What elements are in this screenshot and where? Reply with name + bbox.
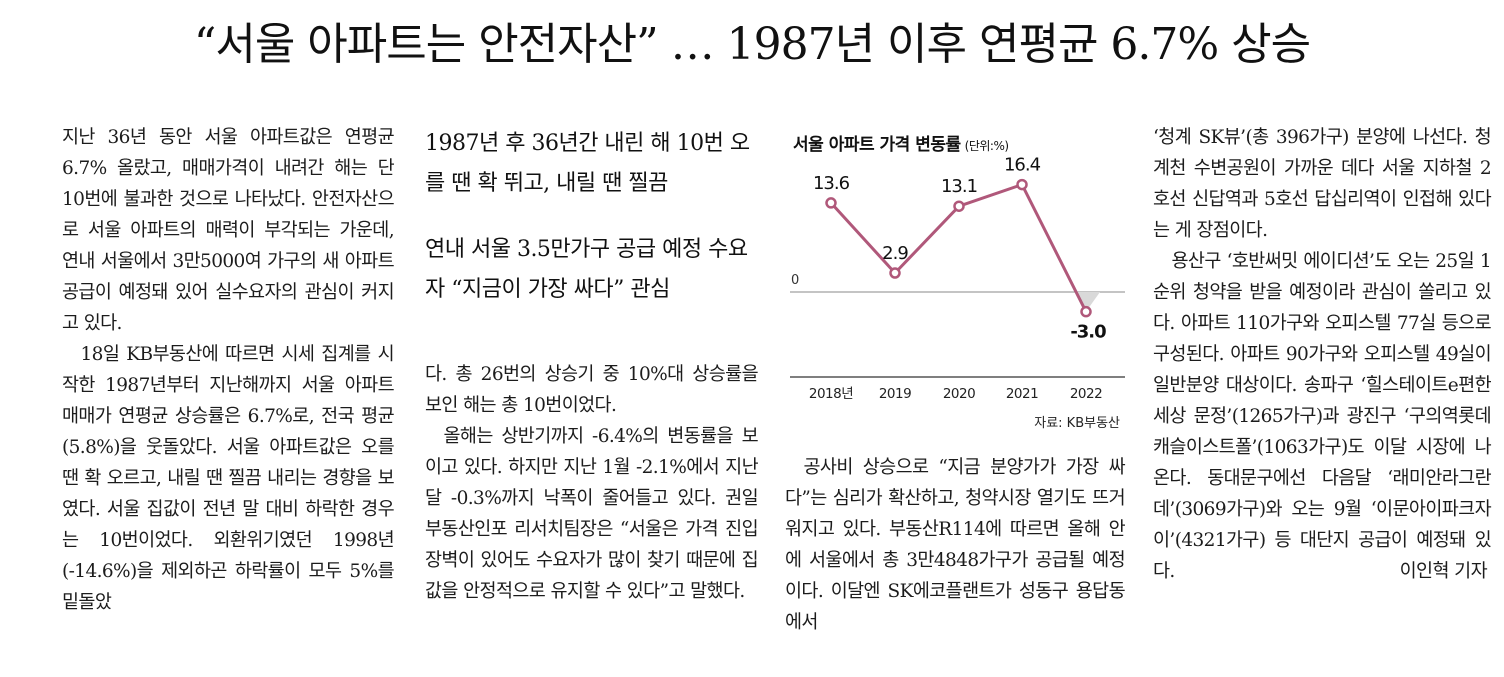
chart-source: 자료: KB부동산 — [1034, 416, 1120, 431]
chart-data-point — [1016, 178, 1028, 191]
paragraph: 올해는 상반기까지 -6.4%의 변동률을 보이고 있다. 하지만 지난 1월 … — [425, 426, 759, 602]
chart-tick-label: 2022 — [1070, 386, 1102, 402]
subheading-2: 연내 서울 3.5만가구 공급 예정 수요자 “지금이 가장 싸다” 관심 — [425, 237, 748, 302]
paragraph: 지난 36년 동안 서울 아파트값은 연평균 6.7% 올랐고, 매매가격이 내… — [62, 127, 395, 334]
paragraph: 18일 KB부동산에 따르면 시세 집계를 시작한 1987년부터 지난해까지 … — [62, 344, 395, 613]
chart-tick-label: 2018년 — [809, 386, 853, 402]
chart-data-label: 13.6 — [813, 173, 850, 194]
chart-data-label: -3.0 — [1070, 322, 1106, 343]
byline: 이인혁 기자 — [1399, 561, 1488, 582]
chart-data-label: 2.9 — [882, 243, 908, 264]
paragraph: 용산구 ‘호반써밋 에이디션’도 오는 25일 1순위 청약을 받을 예정이라 … — [1153, 246, 1492, 587]
article-column-2: 다. 총 26번의 상승기 중 10%대 상승률을 보인 해는 총 10번이었다… — [425, 359, 759, 607]
chart-tick-label: 2019 — [879, 386, 911, 402]
paragraph: 공사비 상승으로 “지금 분양가가 가장 싸다”는 심리가 확산하고, 청약시장… — [785, 457, 1126, 633]
chart-zero-label: 0 — [791, 273, 799, 288]
paragraph: ‘청계 SK뷰’(총 396가구) 분양에 나선다. 청계천 수변공원이 가까운… — [1153, 127, 1492, 241]
article-column-4: ‘청계 SK뷰’(총 396가구) 분양에 나선다. 청계천 수변공원이 가까운… — [1153, 122, 1492, 587]
chart-tick-label: 2020 — [943, 386, 975, 402]
chart-unit: (단위:%) — [964, 139, 1009, 153]
chart-data-point — [889, 267, 901, 279]
chart-title-text: 서울 아파트 가격 변동률 — [793, 135, 961, 155]
chart-tick-label: 2021 — [1006, 386, 1038, 402]
chart-canvas: 0 13.6 2018년 2.9 2019 13.1 2020 16.4 2021 -3.0 202… — [790, 155, 1125, 402]
chart-data-label: 13.1 — [941, 176, 977, 197]
paragraph: 다. 총 26번의 상승기 중 10%대 상승률을 보인 해는 총 10번이었다… — [425, 364, 759, 416]
chart-data-point — [953, 200, 965, 212]
chart-title: 서울 아파트 가격 변동률 (단위:%) — [793, 130, 1009, 155]
price-change-chart: 0 13.6 2018년 2.9 2019 13.1 2020 16.4 2021 -3.0 202… — [785, 118, 1130, 448]
chart-negative-area — [1076, 292, 1100, 312]
paragraph-text: 용산구 ‘호반써밋 에이디션’도 오는 25일 1순위 청약을 받을 예정이라 … — [1153, 251, 1492, 582]
article-column-3: 공사비 상승으로 “지금 분양가가 가장 싸다”는 심리가 확산하고, 청약시장… — [785, 452, 1126, 638]
chart-data-point — [1080, 305, 1092, 318]
chart-data-point — [825, 197, 837, 209]
article-column-1: 지난 36년 동안 서울 아파트값은 연평균 6.7% 올랐고, 매매가격이 내… — [62, 122, 395, 618]
headline: “서울 아파트는 안전자산” … 1987년 이후 연평균 6.7% 상승 — [193, 19, 1311, 70]
chart-data-label: 16.4 — [1004, 155, 1041, 176]
subheading-1: 1987년 후 36년간 내린 해 10번 오를 땐 확 뛰고, 내릴 땐 찔끔 — [425, 131, 750, 196]
